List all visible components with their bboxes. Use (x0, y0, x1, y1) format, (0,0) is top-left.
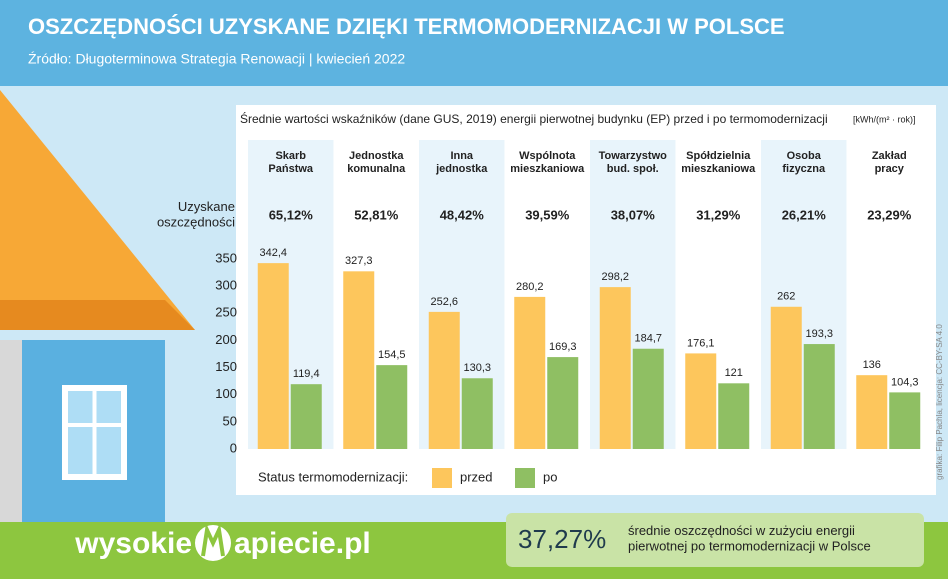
header-band (0, 0, 948, 86)
savings-value: 65,12% (269, 207, 314, 222)
legend-title: Status termomodernizacji: (258, 469, 408, 484)
value-label: 280,2 (516, 281, 544, 293)
roof (0, 90, 195, 330)
bar (770, 306, 802, 449)
value-label: 193,3 (805, 328, 833, 340)
category-label: Spółdzielnia mieszkaniowa (681, 150, 756, 175)
category-label: Skarb Państwa (268, 150, 314, 175)
category-label: Towarzystwo bud. społ. (599, 150, 668, 175)
bar (889, 392, 921, 449)
brand: wysokie (74, 527, 192, 560)
category-label: Osoba fizyczna (782, 150, 826, 175)
category-label: Wspólnota mieszkaniowa (510, 150, 585, 175)
value-label: 342,4 (259, 247, 287, 259)
value-label: 130,3 (463, 362, 491, 374)
value-label: 169,3 (549, 341, 577, 353)
value-label: 176,1 (687, 337, 715, 349)
bar (343, 271, 375, 449)
y-tick-label: 350 (215, 250, 237, 265)
brand: apiecie.pl (234, 527, 371, 560)
legend-swatch (432, 468, 452, 488)
unit: [kWh/(m² · rok)] (853, 114, 916, 124)
bar (856, 375, 888, 449)
legend-swatch (515, 468, 535, 488)
category-label: Zakład pracy (872, 150, 907, 175)
value-label: 121 (725, 367, 743, 379)
credit: grafika: Filip Pachla, licencja: CC-BY-S… (935, 324, 944, 480)
y-tick-label: 100 (215, 386, 237, 401)
y-tick-label: 200 (215, 332, 237, 347)
value-label: 104,3 (891, 376, 919, 388)
bar (632, 348, 664, 449)
subtitle: Źródło: Długoterminowa Strategia Renowac… (28, 51, 405, 67)
bar (428, 311, 460, 449)
savings-value: 26,21% (782, 207, 827, 222)
y-tick-label: 50 (223, 413, 237, 428)
savings-value: 38,07% (611, 207, 656, 222)
bar (547, 357, 579, 449)
value-label: 327,3 (345, 255, 373, 267)
bar (290, 384, 322, 449)
savings-value: 52,81% (354, 207, 399, 222)
savings-value: 23,29% (867, 207, 912, 222)
legend-label: po (543, 469, 557, 484)
value-label: 154,5 (378, 349, 406, 361)
y-tick-label: 250 (215, 305, 237, 320)
y-tick-label: 300 (215, 278, 237, 293)
value-label: 119,4 (293, 368, 320, 380)
legend-label: przed (460, 469, 493, 484)
summary-text: średnie oszczędności w zużyciu energii pi… (628, 523, 871, 554)
y-tick-label: 0 (230, 440, 237, 455)
bar (461, 378, 493, 449)
axis-title: Średnie wartości wskaźników (dane GUS, 2… (240, 111, 828, 126)
bar (257, 263, 289, 449)
savings-value: 31,29% (696, 207, 741, 222)
category-label: Jednostka komunalna (347, 150, 406, 175)
bar (685, 353, 717, 449)
roof-edge (0, 300, 195, 330)
bar (514, 296, 546, 449)
bar (376, 365, 408, 449)
house-corner (0, 340, 22, 530)
summary-box (506, 513, 924, 567)
bar (803, 344, 835, 449)
savings-label: Uzyskane oszczędności (157, 199, 235, 230)
summary-value: 37,27% (518, 524, 606, 554)
value-label: 298,2 (601, 271, 629, 283)
savings-value: 48,42% (440, 207, 485, 222)
value-label: 184,7 (634, 333, 662, 345)
savings-value: 39,59% (525, 207, 570, 222)
value-label: 136 (863, 359, 881, 371)
brand-logo-n (201, 523, 225, 557)
bar (599, 287, 631, 449)
title: OSZCZĘDNOŚCI UZYSKANE DZIĘKI TERMOMODERN… (28, 14, 785, 39)
value-label: 262 (777, 291, 795, 303)
bar (718, 383, 750, 449)
y-tick-label: 150 (215, 359, 237, 374)
category-label: Inna jednostka (435, 150, 488, 175)
value-label: 252,6 (430, 296, 458, 308)
